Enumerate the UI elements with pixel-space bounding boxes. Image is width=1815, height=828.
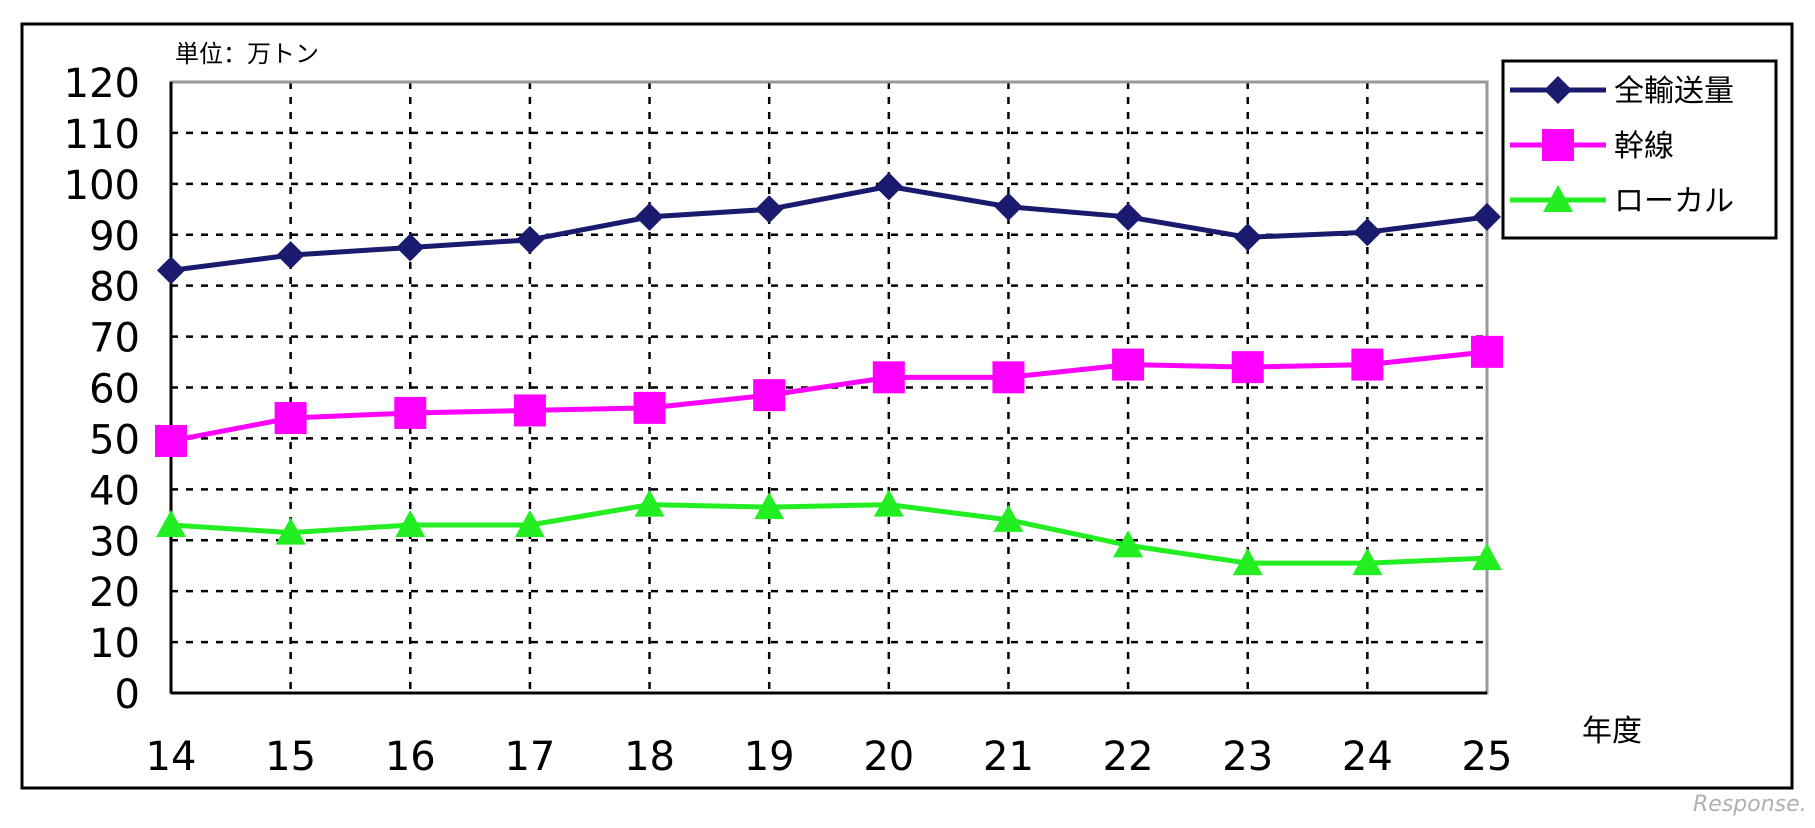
- x-tick-label: 19: [744, 734, 795, 780]
- data-point: [874, 172, 903, 201]
- x-tick-label: 15: [265, 734, 316, 780]
- y-tick-label: 90: [89, 214, 140, 260]
- data-point: [1472, 543, 1502, 571]
- y-tick-label: 10: [89, 621, 140, 667]
- y-tick-label: 0: [115, 672, 140, 718]
- unit-label: 単位：万トン: [175, 40, 319, 68]
- data-point: [633, 391, 666, 424]
- data-point: [155, 424, 187, 457]
- y-tick-label: 20: [89, 570, 140, 616]
- x-tick-label: 23: [1222, 734, 1273, 780]
- y-tick-label: 60: [89, 367, 140, 413]
- y-tick-label: 110: [64, 112, 140, 158]
- x-tick-label: 14: [146, 734, 197, 780]
- legend-entry: ローカル: [1614, 184, 1734, 219]
- data-point: [394, 396, 427, 429]
- data-point: [1112, 348, 1145, 381]
- data-point: [635, 202, 664, 231]
- legend-entry: 全輸送量: [1614, 74, 1734, 109]
- legend-marker: [1542, 129, 1574, 161]
- series-3: [156, 489, 1502, 576]
- data-point: [634, 489, 665, 517]
- legend-marker: [1544, 76, 1572, 104]
- data-point: [993, 504, 1024, 532]
- x-tick-label: 18: [624, 734, 675, 780]
- x-tick-label: 16: [385, 734, 436, 780]
- data-point: [514, 509, 545, 537]
- x-tick-label: 20: [863, 734, 914, 780]
- y-tick-label: 30: [89, 519, 140, 565]
- data-point: [754, 492, 785, 520]
- x-tick-label: 22: [1103, 734, 1154, 780]
- watermark: Response.: [1693, 792, 1807, 817]
- chart-frame: [20, 22, 1794, 790]
- data-point: [156, 509, 186, 537]
- series-1: [157, 172, 1501, 285]
- x-tick-label: 21: [983, 734, 1034, 780]
- series-lines: [155, 172, 1503, 576]
- data-point: [275, 517, 306, 545]
- x-tick-labels: 14 15 16 17 18 19 20 21 22 23 24 25: [146, 734, 1513, 780]
- data-point: [994, 192, 1023, 221]
- series-2: [155, 335, 1503, 457]
- data-point: [276, 241, 305, 270]
- data-point: [1231, 351, 1264, 384]
- data-point: [1351, 348, 1384, 381]
- x-tick-label: 24: [1342, 734, 1393, 780]
- data-point: [513, 394, 546, 427]
- data-point: [755, 195, 784, 224]
- data-point: [515, 225, 544, 254]
- data-point: [274, 402, 307, 435]
- data-point: [872, 361, 905, 394]
- data-point: [157, 256, 185, 285]
- x-tick-label: 25: [1462, 734, 1513, 780]
- x-tick-label: 17: [504, 734, 555, 780]
- data-point: [1473, 202, 1501, 231]
- data-point: [873, 489, 904, 517]
- y-tick-label: 50: [89, 417, 140, 463]
- data-point: [396, 233, 425, 262]
- data-point: [992, 361, 1025, 394]
- data-point: [395, 509, 426, 537]
- data-point: [1232, 548, 1263, 576]
- data-point: [1353, 218, 1382, 247]
- series-line: [170, 183, 1488, 273]
- data-point: [1352, 548, 1383, 576]
- x-axis-label: 年度: [1582, 714, 1642, 749]
- y-tick-label: 70: [89, 316, 140, 362]
- series-line: [170, 349, 1488, 444]
- legend-entry: 幹線: [1614, 129, 1674, 164]
- data-point: [1233, 223, 1262, 252]
- y-tick-label: 80: [89, 265, 140, 311]
- legend-marker: [1543, 185, 1573, 212]
- data-point: [1114, 202, 1143, 231]
- data-point: [1113, 530, 1144, 558]
- y-tick-label: 120: [64, 61, 140, 107]
- series-line: [170, 502, 1488, 566]
- data-point: [753, 379, 786, 412]
- y-tick-label: 100: [64, 163, 140, 209]
- y-tick-label: 40: [89, 468, 140, 514]
- data-point: [1471, 335, 1503, 368]
